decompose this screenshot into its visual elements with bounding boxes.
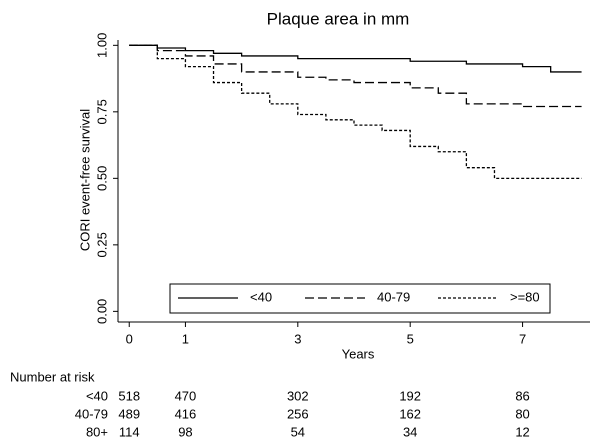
- risk-value: 86: [515, 388, 529, 403]
- risk-row-label: <40: [86, 388, 108, 403]
- risk-value: 114: [119, 424, 140, 439]
- x-tick-label: 7: [519, 331, 526, 346]
- risk-value: 54: [291, 424, 305, 439]
- legend-label: 40-79: [377, 289, 410, 304]
- y-axis-label: CORI event-free survival: [77, 109, 92, 251]
- y-tick-label: 0.25: [94, 232, 109, 257]
- y-tick-label: 0.50: [94, 166, 109, 191]
- survival-curve: [129, 44, 582, 179]
- risk-value: 98: [178, 424, 192, 439]
- risk-row-label: 40-79: [75, 406, 108, 421]
- risk-value: 256: [287, 406, 309, 421]
- x-tick-label: 3: [294, 331, 301, 346]
- risk-value: 489: [118, 406, 140, 421]
- risk-table-title: Number at risk: [10, 369, 95, 384]
- x-tick-label: 0: [126, 331, 133, 346]
- risk-value: 416: [175, 406, 197, 421]
- y-tick-label: 0.75: [94, 99, 109, 124]
- y-tick-label: 0.00: [94, 299, 109, 324]
- survival-curve: [129, 44, 582, 108]
- risk-value: 192: [399, 388, 421, 403]
- risk-row-label: 80+: [86, 424, 108, 439]
- risk-value: 80: [515, 406, 529, 421]
- risk-value: 470: [175, 388, 197, 403]
- risk-value: 34: [403, 424, 417, 439]
- survival-curve: [129, 44, 582, 73]
- y-tick-label: 1.00: [94, 33, 109, 58]
- x-axis-label: Years: [342, 346, 375, 361]
- chart-title: Plaque area in mm: [267, 9, 410, 28]
- risk-value: 518: [118, 388, 140, 403]
- risk-value: 12: [515, 424, 529, 439]
- risk-value: 302: [287, 388, 309, 403]
- x-tick-label: 5: [407, 331, 414, 346]
- risk-value: 162: [399, 406, 421, 421]
- legend-label: <40: [250, 289, 272, 304]
- x-tick-label: 1: [182, 331, 189, 346]
- legend-label: >=80: [510, 289, 540, 304]
